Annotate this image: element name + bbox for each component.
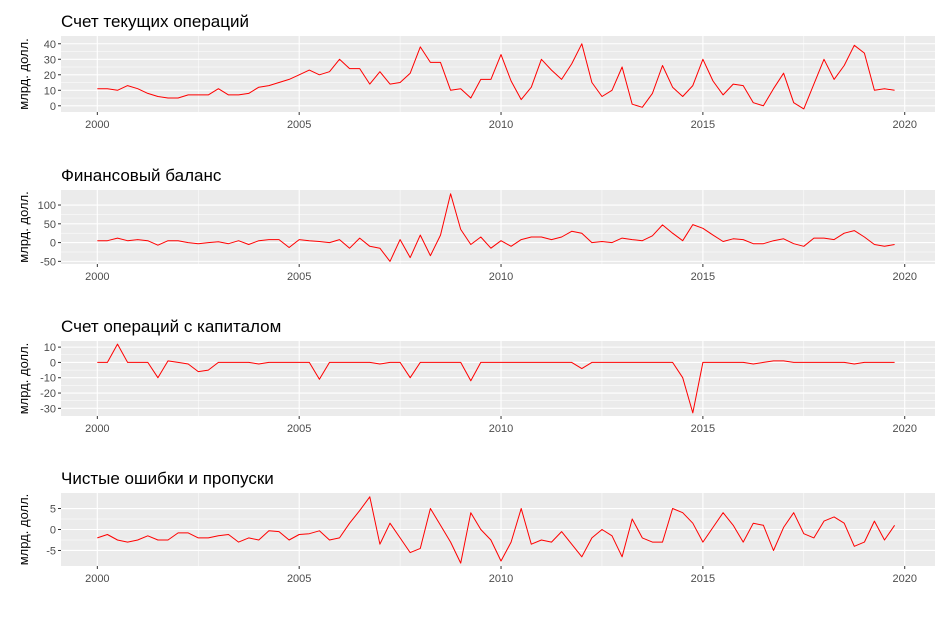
y-axis-label: млрд. долл. <box>16 38 31 110</box>
x-tick-label: 2020 <box>892 119 916 131</box>
y-axis-label: млрд. долл. <box>16 494 31 566</box>
x-tick-label: 2000 <box>85 423 109 435</box>
series-line <box>97 43 895 110</box>
x-tick-label: 2000 <box>85 271 109 283</box>
y-tick-label: 0 <box>50 525 56 537</box>
x-tick-label: 2010 <box>489 573 513 585</box>
y-tick-label: 5 <box>50 504 56 516</box>
y-tick-label: 0 <box>50 357 56 369</box>
y-tick-label: -30 <box>40 403 56 415</box>
series-line <box>97 343 895 414</box>
y-tick-label: 50 <box>44 219 56 231</box>
y-tick-label: 100 <box>38 200 56 212</box>
y-tick-label: 40 <box>44 39 56 51</box>
plot-background <box>61 190 935 264</box>
x-tick-label: 2010 <box>489 271 513 283</box>
plot-background <box>61 36 935 112</box>
x-tick-label: 2005 <box>287 573 311 585</box>
x-tick-label: 2015 <box>691 271 715 283</box>
y-axis-label: млрд. долл. <box>16 191 31 263</box>
chart-panel: -30 -20 -10 0 10 2000 2005 2010 2015 2020 Счет опе… <box>16 317 935 435</box>
y-tick-label: -5 <box>46 545 56 557</box>
chart-panel: -5 0 5 2000 2005 2010 2015 2020 Чистые ошибки и … <box>16 469 935 585</box>
x-tick-label: 2015 <box>691 573 715 585</box>
x-tick-label: 2020 <box>892 423 916 435</box>
y-tick-label: -10 <box>40 373 56 385</box>
x-tick-label: 2000 <box>85 119 109 131</box>
plot-background <box>61 341 935 416</box>
y-tick-label: 20 <box>44 70 56 82</box>
y-axis-label: млрд. долл. <box>16 343 31 415</box>
chart-title: Чистые ошибки и пропуски <box>61 469 274 488</box>
y-tick-label: 0 <box>50 238 56 250</box>
chart-title: Финансовый баланс <box>61 166 222 185</box>
x-tick-label: 2005 <box>287 119 311 131</box>
series-line <box>97 496 896 564</box>
x-tick-label: 2020 <box>892 573 916 585</box>
y-tick-label: -20 <box>40 388 56 400</box>
y-tick-label: 10 <box>44 85 56 97</box>
x-tick-label: 2000 <box>85 573 109 585</box>
chart-title: Счет операций с капиталом <box>61 317 281 336</box>
x-tick-label: 2010 <box>489 119 513 131</box>
y-tick-label: -50 <box>40 256 56 268</box>
series-line <box>97 193 895 262</box>
y-tick-label: 0 <box>50 101 56 113</box>
x-tick-label: 2005 <box>287 271 311 283</box>
chart-panel: 0 10 20 30 40 2000 2005 2010 2015 2020 Счет текущи… <box>16 12 935 131</box>
x-tick-label: 2010 <box>489 423 513 435</box>
x-tick-label: 2005 <box>287 423 311 435</box>
x-tick-label: 2020 <box>892 271 916 283</box>
x-tick-label: 2015 <box>691 119 715 131</box>
chart-panel: -50 0 50 100 2000 2005 2010 2015 2020 Финансовый … <box>16 166 935 283</box>
y-tick-label: 30 <box>44 54 56 66</box>
y-tick-label: 10 <box>44 342 56 354</box>
x-tick-label: 2015 <box>691 423 715 435</box>
chart-title: Счет текущих операций <box>61 12 249 31</box>
